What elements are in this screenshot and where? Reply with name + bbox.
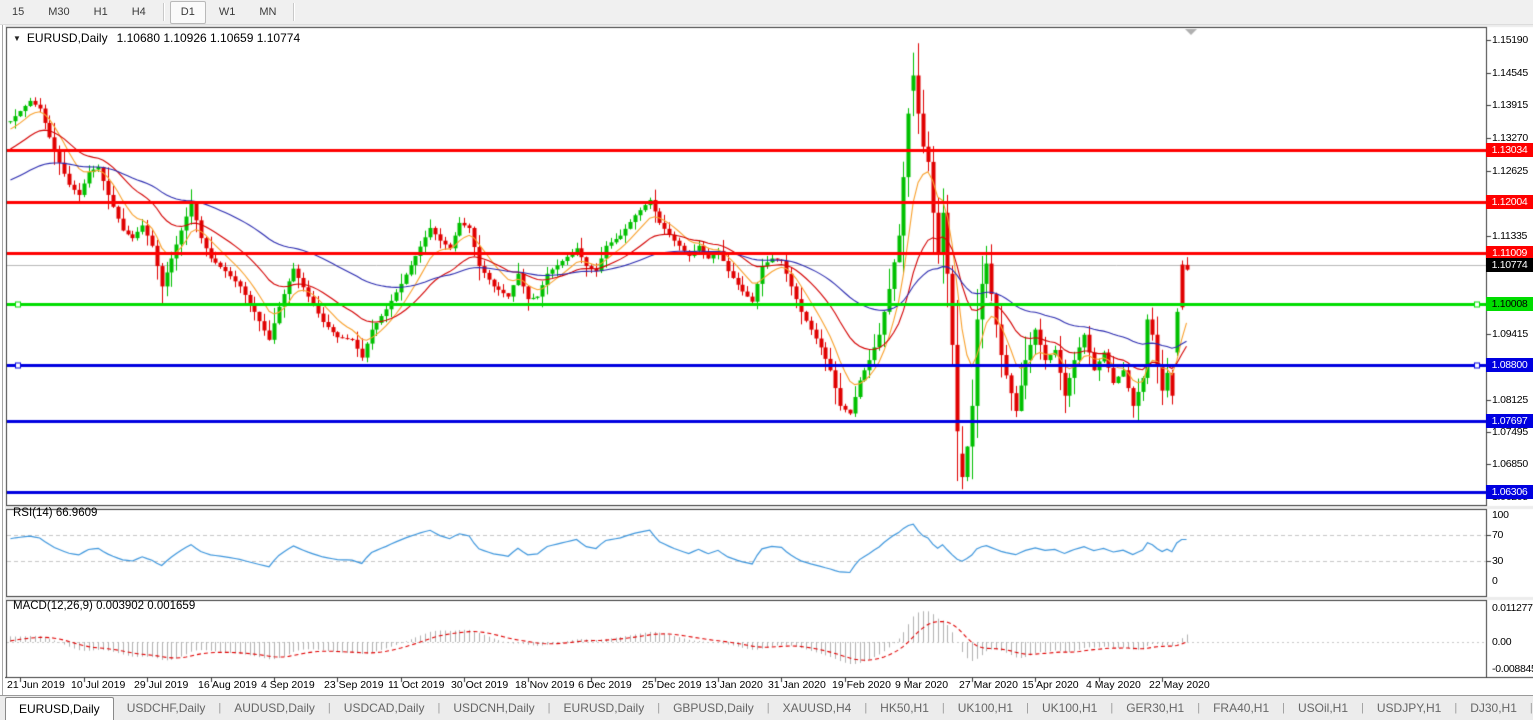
timeframe-button-h1[interactable]: H1 xyxy=(93,5,108,18)
chart-tab-usdchf-daily-1[interactable]: USDCHF,Daily xyxy=(126,701,206,715)
macd-axis-label: 0.011277 xyxy=(1492,602,1533,614)
symbol-dropdown-arrow-icon[interactable]: ▼ xyxy=(13,34,21,43)
tab-separator: | xyxy=(657,702,661,714)
tab-separator: | xyxy=(941,702,945,714)
hline-price-badge: 1.13034 xyxy=(1486,143,1533,157)
tab-separator: | xyxy=(437,702,441,714)
tab-separator: | xyxy=(1454,702,1458,714)
chart-symbol-label: EURUSD,Daily xyxy=(26,31,108,45)
current-price-badge: 1.10774 xyxy=(1486,258,1533,272)
toolbar-separator xyxy=(162,3,164,21)
price-chart-canvas[interactable] xyxy=(0,25,1533,695)
date-axis-label: 15 Apr 2020 xyxy=(1022,679,1079,691)
hline-price-badge: 1.12004 xyxy=(1486,195,1533,209)
price-axis-tick: 1.15190 xyxy=(1492,34,1528,46)
date-axis-label: 6 Dec 2019 xyxy=(578,679,632,691)
hline-price-badge: 1.06306 xyxy=(1486,485,1533,499)
chart-title: ▼ EURUSD,Daily 1.10680 1.10926 1.10659 1.1… xyxy=(13,31,300,45)
date-axis-label: 4 Sep 2019 xyxy=(261,679,315,691)
macd-axis-label: 0.00 xyxy=(1492,636,1512,648)
macd-indicator-label: MACD(12,26,9) 0.003902 0.001659 xyxy=(13,600,196,612)
tab-separator: | xyxy=(327,702,331,714)
chart-tab-eurusd-daily-5[interactable]: EURUSD,Daily xyxy=(563,701,645,715)
timeframe-button-mn[interactable]: MN xyxy=(259,5,277,18)
date-axis-label: 29 Jul 2019 xyxy=(134,679,189,691)
price-axis-tick: 1.14545 xyxy=(1492,67,1528,79)
chart-tab-ger30-h1-11[interactable]: GER30,H1 xyxy=(1126,701,1185,715)
tab-separator: | xyxy=(1110,702,1114,714)
tab-separator: | xyxy=(1026,702,1029,714)
date-axis-label: 13 Jan 2020 xyxy=(705,679,763,691)
price-axis-tick: 1.09415 xyxy=(1492,328,1528,340)
chart-tab-gbpusd-daily-6[interactable]: GBPUSD,Daily xyxy=(673,701,754,715)
hline-price-badge: 1.07697 xyxy=(1486,414,1533,428)
chart-tab-usdcnh-daily-4[interactable]: USDCNH,Daily xyxy=(453,701,535,715)
rsi-axis-label: 30 xyxy=(1492,555,1504,567)
tab-separator: | xyxy=(1529,702,1533,714)
hline-price-badge: 1.08800 xyxy=(1486,358,1533,372)
chart-tab-xauusd-h4-7[interactable]: XAUUSD,H4 xyxy=(782,701,852,715)
chart-tab-eurusd-daily-0[interactable]: EURUSD,Daily xyxy=(5,697,114,720)
price-axis-tick: 1.12625 xyxy=(1492,165,1528,177)
date-axis-label: 27 Mar 2020 xyxy=(959,679,1018,691)
chart-tab-usdjpy-h1-14[interactable]: USDJPY,H1 xyxy=(1376,701,1442,715)
toolbar-separator xyxy=(293,3,295,21)
chart-tab-usdcad-daily-3[interactable]: USDCAD,Daily xyxy=(343,701,425,715)
timeframe-button-h4[interactable]: H4 xyxy=(131,5,146,18)
tab-separator: | xyxy=(218,702,222,714)
date-axis-label: 22 May 2020 xyxy=(1149,679,1210,691)
rsi-axis-label: 100 xyxy=(1492,509,1509,521)
tab-separator: | xyxy=(766,702,770,714)
price-axis-tick: 1.11335 xyxy=(1492,230,1528,242)
chart-tab-dj30-h1-15[interactable]: DJ30,H1 xyxy=(1470,701,1517,715)
price-axis-tick: 1.07495 xyxy=(1492,426,1528,438)
rsi-indicator-label: RSI(14) 66.9609 xyxy=(13,507,98,519)
timeframe-button-w1[interactable]: W1 xyxy=(218,5,236,18)
price-axis-tick: 1.13270 xyxy=(1492,132,1528,144)
macd-axis-label: -0.008845 xyxy=(1492,663,1533,675)
date-axis-label: 16 Aug 2019 xyxy=(198,679,257,691)
chart-tab-bar: EURUSD,Daily USDCHF,Daily | AUDUSD,Daily | US… xyxy=(0,695,1533,720)
timeframe-button-15[interactable]: 15 xyxy=(12,5,25,18)
chart-tab-uk100-h1-10[interactable]: UK100,H1 xyxy=(1041,701,1098,715)
rsi-axis-label: 0 xyxy=(1492,575,1498,587)
chart-tab-audusd-daily-2[interactable]: AUDUSD,Daily xyxy=(234,701,315,715)
hline-price-badge: 1.10008 xyxy=(1486,297,1533,311)
rsi-axis-label: 70 xyxy=(1492,529,1504,541)
date-axis-label: 19 Feb 2020 xyxy=(832,679,891,691)
tab-separator: | xyxy=(1282,702,1285,714)
date-axis-label: 9 Mar 2020 xyxy=(895,679,949,691)
chart-tab-uk100-h1-9[interactable]: UK100,H1 xyxy=(957,701,1014,715)
date-axis-label: 31 Jan 2020 xyxy=(768,679,826,691)
tab-separator: | xyxy=(547,702,551,714)
date-axis-label: 4 May 2020 xyxy=(1086,679,1141,691)
date-axis-label: 25 Dec 2019 xyxy=(642,679,702,691)
date-axis-label: 21 Jun 2019 xyxy=(7,679,65,691)
date-axis-label: 18 Nov 2019 xyxy=(515,679,575,691)
timeframe-button-m30[interactable]: M30 xyxy=(48,5,70,18)
chart-ohlc-values: 1.10680 1.10926 1.10659 1.10774 xyxy=(116,31,301,45)
date-axis-label: 10 Jul 2019 xyxy=(71,679,126,691)
tab-separator: | xyxy=(1361,702,1364,714)
date-axis-label: 23 Sep 2019 xyxy=(324,679,384,691)
chart-tab-hk50-h1-8[interactable]: HK50,H1 xyxy=(880,701,929,715)
tab-separator: | xyxy=(1197,702,1201,714)
hline-price-badge: 1.11009 xyxy=(1486,246,1533,260)
price-axis-tick: 1.06850 xyxy=(1492,458,1528,470)
price-axis-tick: 1.08125 xyxy=(1492,394,1528,406)
chart-tab-fra40-h1-12[interactable]: FRA40,H1 xyxy=(1213,701,1270,715)
date-axis-label: 30 Oct 2019 xyxy=(451,679,509,691)
timeframe-toolbar: 15 M30 H1 H4 D1 W1 MN xyxy=(0,0,1533,25)
chart-tab-usoil-h1-13[interactable]: USOil,H1 xyxy=(1297,701,1348,715)
tab-separator: | xyxy=(864,702,868,714)
price-axis-tick: 1.13915 xyxy=(1492,99,1528,111)
timeframe-button-d1[interactable]: D1 xyxy=(169,0,206,24)
window-left-edge xyxy=(0,25,5,695)
date-axis-label: 11 Oct 2019 xyxy=(388,679,445,691)
